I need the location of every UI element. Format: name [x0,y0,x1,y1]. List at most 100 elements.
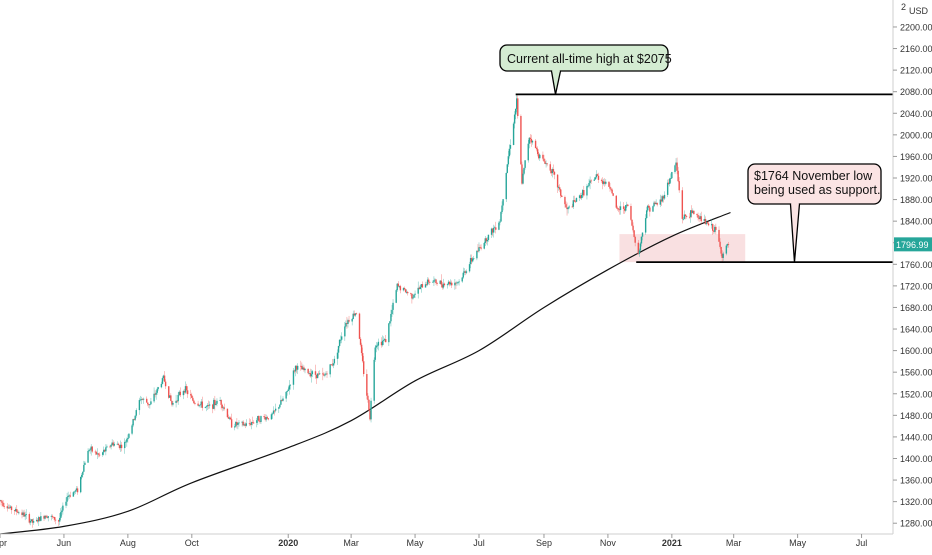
candle-body [128,433,130,438]
candle-body [177,394,179,402]
candle-body [396,283,398,291]
candle-body [470,258,473,262]
candle-body [660,199,663,202]
candle-body [300,365,302,367]
candle-body [359,338,362,345]
candle-body [207,405,210,406]
candle-body [338,339,341,346]
candle-body [259,421,261,423]
candle-body [640,236,643,244]
candle-body [670,178,672,179]
candle-body [712,224,714,231]
candle-body [397,283,399,287]
candle-body [270,414,273,420]
price-tick-label: 1560.00 [900,368,932,378]
candle-body [65,501,67,506]
candle-body [637,242,640,254]
candle-body [505,172,507,200]
candle-body [611,189,613,194]
candle-body [669,178,671,184]
candle-body [395,290,397,303]
time-tick-label: Nov [600,538,617,548]
candle-body [228,417,231,419]
candle-body [220,400,222,405]
candle-body [491,228,494,233]
candle-body [558,187,561,190]
candle-body [75,488,78,491]
price-tick-label: 2080.00 [900,87,932,97]
candle-body [31,519,34,523]
candle-body [561,195,563,197]
candle-body [405,291,408,293]
candle-body [433,280,435,282]
price-tick-label: 1440.00 [900,432,932,442]
candle-body [50,515,53,517]
callout-bubble [499,44,669,72]
candle-body [458,281,460,283]
candle-body [442,283,445,288]
candle-body [9,506,12,508]
candle-body [632,225,634,231]
moving-average-line [0,211,731,535]
candle-body [688,216,691,218]
candle-body [0,500,2,502]
candle-body [260,416,262,422]
candle-body [237,422,239,425]
candle-body [619,206,622,210]
candle-body [142,398,145,400]
price-tick-label: 1960.00 [900,152,932,162]
candle-body [118,445,121,449]
callout-pointer [550,70,562,96]
candle-body [322,373,324,375]
candle-body [368,399,370,411]
candle-body [353,313,355,316]
candle-body [314,371,317,375]
candle-body [388,323,390,343]
candle-body [44,515,46,519]
candle-body [296,365,299,370]
candle-body [512,123,515,145]
candle-body [704,218,707,225]
time-tick-label: Aug [120,538,136,548]
candle-body [229,417,232,420]
candle-body [205,406,208,408]
candle-body [707,223,710,226]
candle-body [332,363,335,366]
candle-body [528,137,531,144]
candle-body [105,447,107,452]
candle-body [440,280,442,285]
candle-body [443,283,446,286]
candle-body [10,506,13,511]
candle-body [192,397,194,401]
candle-body [426,279,429,285]
candle-body [434,279,436,281]
candle-body [21,512,23,515]
candle-body [441,284,444,288]
candle-body [18,512,20,514]
candle-body [710,224,713,226]
candle-body [480,247,482,249]
candle-body [507,156,510,165]
candle-body [678,181,680,191]
candle-body [645,210,648,219]
candle-body [534,140,537,149]
candle-body [594,177,597,180]
candle-body [617,208,620,210]
candle-body [596,174,599,176]
candle-body [347,320,349,324]
candle-body [186,390,189,395]
candle-body [236,421,238,425]
candle-body [201,401,203,408]
callout-bubble [747,163,882,205]
candle-body [241,421,243,423]
candle-body [421,284,424,288]
candle-body [674,165,676,173]
candle-body [147,402,149,405]
price-tick-label: 1840.00 [900,217,932,227]
candle-body [361,353,364,362]
candle-body [698,217,700,220]
candle-body [340,336,343,340]
candle-body [311,371,314,375]
